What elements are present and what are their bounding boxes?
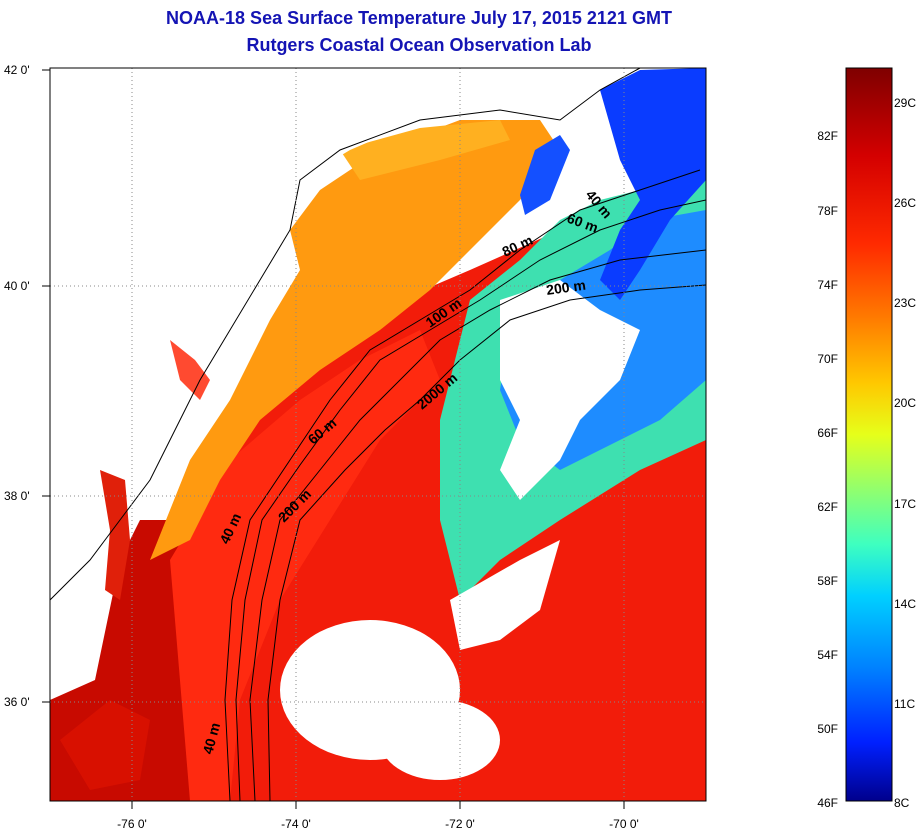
colorbar-c-label: 8C <box>894 796 910 810</box>
bathymetry-contours <box>224 169 706 801</box>
delaware-bay <box>170 340 210 400</box>
colorbar-f-label: 78F <box>817 204 838 218</box>
lon-tick-label: -74 0' <box>281 817 311 831</box>
contour-line <box>249 249 706 801</box>
colorbar-f-label: 62F <box>817 500 838 514</box>
colorbar-f-labels: 82F 78F 74F 70F 66F 62F 58F 54F 50F 46F <box>817 129 838 810</box>
cloud-mask-south-2 <box>380 700 500 780</box>
lon-tick-label: -76 0' <box>117 817 147 831</box>
lat-tick-label: 38 0' <box>4 489 30 503</box>
cold-water-northeast <box>600 68 706 300</box>
pamlico-sound <box>60 700 150 790</box>
colorbar-c-label: 14C <box>894 597 916 611</box>
cold-filament <box>520 135 570 215</box>
colorbar <box>845 67 893 802</box>
contour-label: 40 m <box>199 721 223 756</box>
colorbar-c-label: 23C <box>894 296 916 310</box>
long-island-sound-orange <box>340 120 510 180</box>
colorbar-c-label: 11C <box>894 697 915 711</box>
sst-field <box>50 68 706 801</box>
colorbar-f-label: 54F <box>817 648 838 662</box>
colorbar-c-labels: 29C 26C 23C 20C 17C 14C 11C 8C <box>894 96 916 810</box>
coastline <box>50 68 641 601</box>
colorbar-c-label: 17C <box>894 497 916 511</box>
lat-tick-label: 42 0' <box>4 63 30 77</box>
contour-line <box>224 169 701 801</box>
contour-line <box>235 199 706 801</box>
lat-tick-label: 40 0' <box>4 279 30 293</box>
colorbar-f-label: 66F <box>817 426 838 440</box>
colorbar-f-label: 50F <box>817 722 838 736</box>
shelf-water-orange <box>150 120 560 560</box>
colorbar-f-label: 58F <box>817 574 838 588</box>
contour-line <box>267 284 706 801</box>
colorbar-f-label: 82F <box>817 129 838 143</box>
y-axis <box>42 69 50 703</box>
land-new-england <box>290 68 640 180</box>
map-subtitle: Rutgers Coastal Ocean Observation Lab <box>246 35 592 55</box>
plot-frame <box>49 67 707 802</box>
contour-label: 200 m <box>545 277 587 298</box>
graticule <box>50 68 706 801</box>
lon-tick-label: -70 0' <box>609 817 639 831</box>
colorbar-c-label: 29C <box>894 96 916 110</box>
x-axis <box>131 801 625 809</box>
land-mid-atlantic <box>50 68 300 600</box>
colorbar-f-label: 46F <box>817 796 838 810</box>
cloud-mask-offshore <box>500 280 640 500</box>
colorbar-f-label: 74F <box>817 278 838 292</box>
map-title: NOAA-18 Sea Surface Temperature July 17,… <box>166 8 672 28</box>
cloud-mask-gulf <box>450 540 560 650</box>
colorbar-c-label: 26C <box>894 196 916 210</box>
lat-tick-label: 36 0' <box>4 695 30 709</box>
lon-tick-label: -72 0' <box>445 817 475 831</box>
colorbar-f-label: 70F <box>817 352 838 366</box>
colorbar-c-label: 20C <box>894 396 916 410</box>
chesapeake-bay <box>100 470 130 600</box>
